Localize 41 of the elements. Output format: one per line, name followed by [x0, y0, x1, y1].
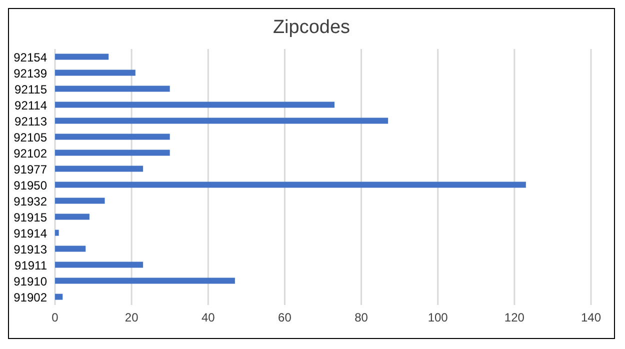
y-tick-label: 92113: [14, 114, 48, 128]
x-tick-label: 60: [278, 310, 292, 325]
bar: [55, 86, 170, 92]
y-tick-label: 92105: [14, 130, 48, 144]
x-tick-label: 100: [428, 310, 448, 325]
y-tick-label: 91915: [14, 210, 48, 224]
y-tick-label: 91902: [14, 290, 48, 304]
bar: [55, 54, 109, 60]
x-tick-label: 0: [52, 310, 59, 325]
bar: [55, 198, 105, 204]
y-tick-label: 92114: [14, 98, 48, 112]
bar: [55, 246, 86, 252]
y-tick-label: 92154: [14, 50, 48, 64]
bar: [55, 182, 526, 188]
bar: [55, 134, 170, 140]
x-tick-label: 40: [201, 310, 216, 325]
y-tick-label: 91910: [14, 274, 48, 288]
bar: [55, 102, 334, 108]
x-tick-label: 120: [504, 310, 525, 325]
x-tick-label: 140: [580, 310, 602, 325]
bar: [55, 230, 59, 236]
y-tick-label: 91914: [14, 226, 48, 240]
bar: [55, 214, 90, 220]
bar: [55, 118, 388, 124]
bar: [55, 70, 136, 76]
y-tick-label: 92115: [14, 82, 48, 96]
bar: [55, 278, 235, 284]
y-tick-label: 91911: [14, 258, 48, 272]
bar: [55, 166, 144, 172]
bar: [55, 150, 170, 156]
bar: [55, 294, 63, 300]
x-tick-label: 80: [354, 310, 368, 325]
bar: [55, 262, 144, 268]
y-tick-label: 91932: [14, 194, 48, 208]
y-tick-label: 92139: [14, 66, 48, 80]
y-tick-label: 91913: [14, 242, 48, 256]
y-tick-label: 92102: [14, 146, 48, 160]
chart-title: Zipcodes: [272, 17, 352, 40]
y-tick-label: 91977: [14, 162, 48, 176]
x-tick-label: 20: [124, 310, 139, 325]
y-tick-label: 91950: [14, 178, 48, 192]
